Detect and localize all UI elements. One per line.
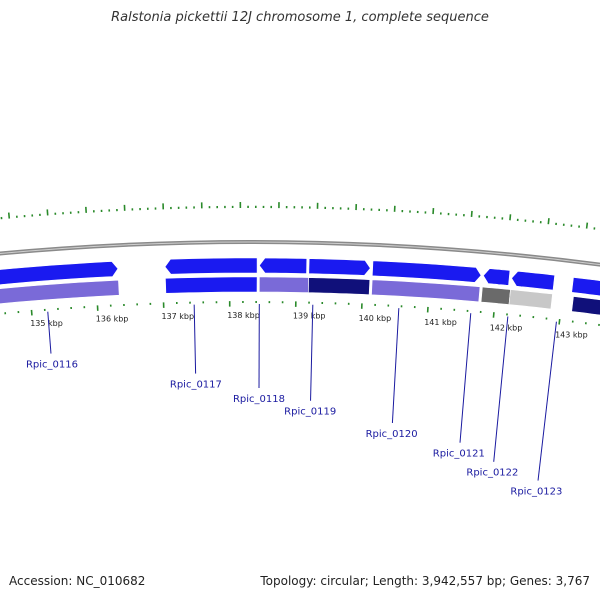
kbp-label: 142 kbp — [490, 323, 523, 332]
summary-text: Topology: circular; Length: 3,942,557 bp… — [260, 574, 590, 588]
gene-block — [165, 276, 258, 294]
kbp-label: 136 kbp — [96, 315, 129, 324]
gene-label: Rpic_0117 — [170, 380, 222, 391]
gene-label: Rpic_0123 — [510, 487, 562, 498]
gene-leader-line — [47, 311, 52, 354]
gene-arrow — [308, 258, 371, 276]
gene-label: Rpic_0118 — [233, 394, 285, 405]
outer-tick — [509, 214, 512, 221]
gene-arrow — [483, 268, 511, 286]
gene-leader-line — [391, 308, 400, 424]
backbone-highlight — [0, 241, 600, 266]
inner-tick — [492, 312, 495, 318]
gene-leader-line — [459, 313, 472, 443]
accession-text: Accession: NC_010682 — [9, 574, 146, 588]
kbp-label: 139 kbp — [293, 312, 326, 321]
gene-leader-line — [193, 304, 197, 374]
outer-tick — [7, 212, 11, 219]
gene-block — [480, 286, 511, 305]
gene-label: Rpic_0122 — [466, 468, 518, 479]
map-title: Ralstonia pickettii 12J chromosome 1, co… — [111, 10, 489, 25]
kbp-label: 138 kbp — [227, 311, 260, 320]
gene-label: Rpic_0121 — [433, 449, 485, 460]
gene-leader-line — [310, 304, 314, 401]
gene-arrow — [259, 257, 308, 274]
kbp-label: 137 kbp — [161, 312, 194, 321]
gene-label: Rpic_0120 — [366, 429, 418, 440]
kbp-label: 135 kbp — [30, 319, 63, 328]
gene-arrow — [511, 270, 556, 291]
gene-arrow — [371, 260, 482, 283]
gene-block — [258, 276, 310, 293]
gene-block — [308, 277, 371, 296]
gene-block — [571, 296, 600, 316]
outer-tick — [547, 218, 550, 225]
inner-tick — [558, 318, 561, 325]
gene-arrow — [0, 261, 119, 285]
gene-leader-line — [493, 316, 509, 462]
gene-arrow — [571, 277, 600, 297]
kbp-label: 141 kbp — [424, 318, 457, 327]
gene-block — [508, 289, 553, 310]
kbp-label: 140 kbp — [359, 314, 392, 323]
gene-leader-line — [537, 321, 557, 481]
gene-label: Rpic_0119 — [284, 407, 336, 418]
gene-arrow — [164, 257, 258, 275]
gene-label: Rpic_0116 — [26, 360, 78, 371]
kbp-label: 143 kbp — [555, 331, 588, 340]
gene-block — [371, 279, 481, 303]
outer-tick — [585, 222, 589, 229]
gene-block — [0, 279, 120, 305]
